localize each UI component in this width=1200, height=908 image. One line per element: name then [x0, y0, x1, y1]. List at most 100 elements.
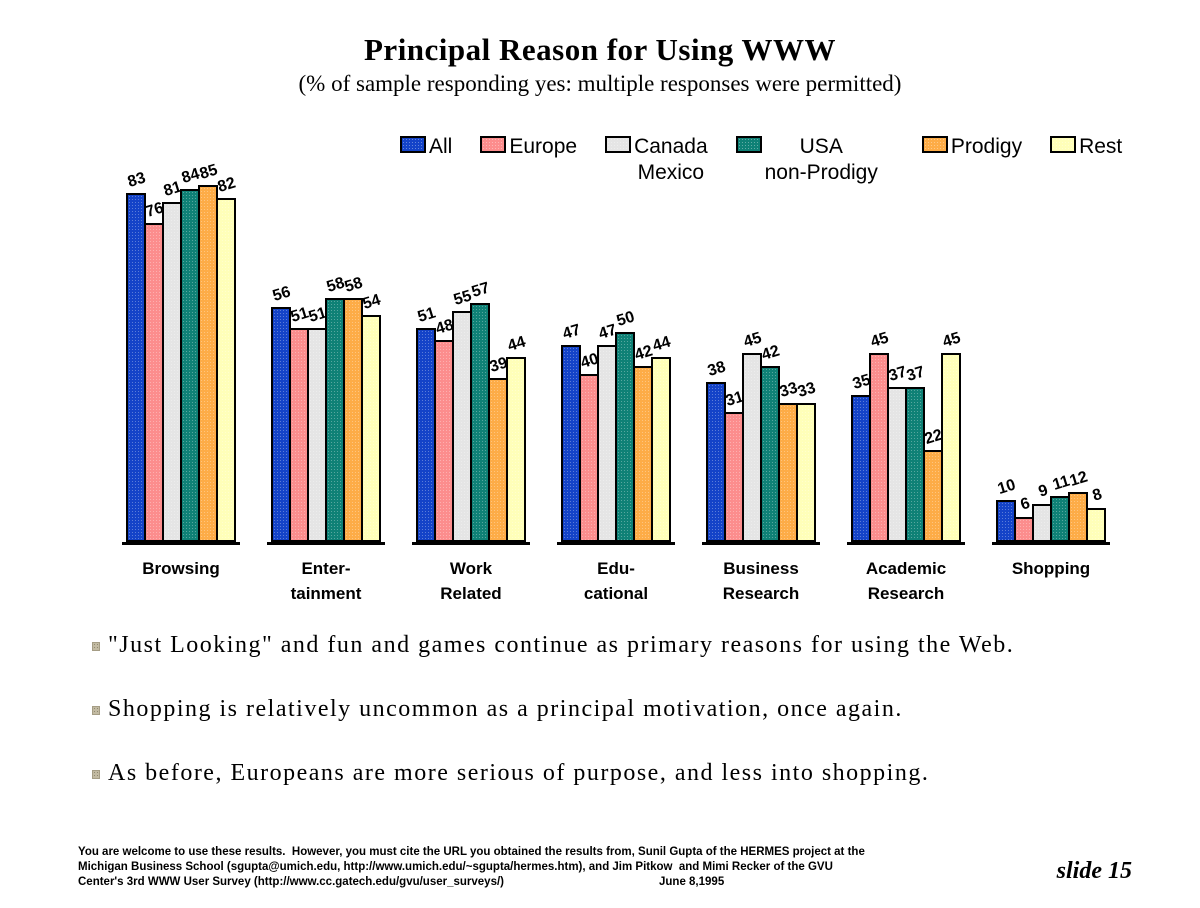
bar-col-rest-academic-research: 45	[940, 329, 963, 542]
bar-col-europe-edu-cational: 40	[579, 350, 601, 542]
bar-all-browsing	[126, 193, 146, 542]
bullet-text: As before, Europeans are more serious of…	[108, 760, 930, 786]
bars-row-work-related: 51 48 55 57 39 44	[412, 152, 530, 545]
category-label-browsing: Browsing	[142, 557, 219, 582]
bar-value-all-edu-cational: 47	[560, 321, 583, 343]
bar-col-prodigy-work-related: 39	[488, 354, 510, 542]
bar-europe-edu-cational	[579, 374, 599, 542]
legend-label-line2: Mexico	[637, 161, 705, 185]
bars-row-business-research: 38 31 45 42 33 33	[702, 152, 820, 545]
bar-prodigy-business-research	[778, 403, 798, 542]
bar-rest-shopping	[1086, 508, 1106, 542]
legend-label-canada: Canada Mexico	[634, 134, 708, 187]
bar-value-all-enter-tainment: 56	[270, 283, 293, 305]
bar-usa-non-prodigy-academic-research	[905, 387, 925, 542]
bar-all-edu-cational	[561, 345, 581, 542]
legend-swatch-all-icon	[400, 136, 426, 153]
legend-swatch-usa-icon	[735, 136, 762, 153]
bar-col-canada-mexico-academic-research: 37	[887, 363, 909, 542]
category-label-line: Work	[449, 559, 493, 578]
bar-prodigy-shopping	[1068, 492, 1088, 542]
category-label-line: cational	[583, 583, 649, 603]
page-title: Principal Reason for Using WWW	[364, 32, 836, 67]
bar-prodigy-academic-research	[923, 450, 943, 542]
bar-col-prodigy-academic-research: 22	[923, 426, 945, 542]
bar-value-rest-work-related: 44	[505, 333, 528, 355]
bar-rest-academic-research	[941, 353, 961, 542]
bullet-text: Shopping is relatively uncommon as a pri…	[108, 696, 903, 722]
bar-col-all-edu-cational: 47	[560, 321, 583, 542]
bar-col-rest-enter-tainment: 54	[361, 291, 383, 542]
bar-all-enter-tainment	[271, 307, 291, 542]
bar-col-canada-mexico-shopping: 9	[1032, 481, 1052, 542]
bar-europe-academic-research	[869, 353, 889, 542]
bars-row-enter-tainment: 56 51 51 58 58 54	[267, 152, 385, 545]
legend-label-line1: Rest	[1079, 135, 1123, 158]
category-label-business-research: Business Research	[723, 557, 800, 606]
legend-label-europe: Europe	[509, 134, 577, 160]
bars-row-browsing: 83 76 81 84 85 82	[122, 152, 240, 545]
bar-col-all-academic-research: 35	[851, 371, 873, 542]
category-label-line: Shopping	[1011, 559, 1091, 578]
bullet-item: As before, Europeans are more serious of…	[92, 758, 1142, 788]
bar-rest-browsing	[216, 198, 236, 542]
bar-col-usa-non-prodigy-academic-research: 37	[904, 363, 927, 542]
bar-value-usa-non-prodigy-edu-cational: 50	[614, 308, 637, 330]
legend-label-line1: Prodigy	[950, 135, 1023, 158]
bar-col-europe-enter-tainment: 51	[289, 304, 311, 542]
bar-group-edu-cational: 47 40 47 50 42 44 Edu-cational	[557, 152, 675, 606]
bar-prodigy-edu-cational	[633, 366, 653, 542]
legend-swatch-rest-icon	[1050, 136, 1077, 153]
bar-col-usa-non-prodigy-work-related: 57	[470, 279, 492, 542]
bar-usa-non-prodigy-business-research	[760, 366, 780, 542]
category-label-shopping: Shopping	[1012, 557, 1090, 582]
bar-value-usa-non-prodigy-academic-research: 37	[904, 363, 927, 385]
bars-row-edu-cational: 47 40 47 50 42 44	[557, 152, 675, 545]
bar-all-academic-research	[851, 395, 871, 542]
bar-canada-mexico-shopping	[1032, 504, 1052, 542]
bar-col-rest-edu-cational: 44	[651, 333, 673, 542]
bar-col-europe-business-research: 31	[724, 388, 746, 542]
bar-col-prodigy-enter-tainment: 58	[343, 274, 365, 542]
bar-all-shopping	[996, 500, 1016, 542]
bar-col-rest-business-research: 33	[796, 379, 818, 542]
bar-prodigy-browsing	[198, 185, 218, 542]
bar-value-all-business-research: 38	[705, 358, 728, 380]
bar-col-canada-mexico-business-research: 45	[742, 329, 764, 542]
bar-group-enter-tainment: 56 51 51 58 58 54 Enter-tainment	[267, 152, 385, 606]
bar-col-usa-non-prodigy-enter-tainment: 58	[325, 274, 347, 542]
category-label-line: Research	[722, 583, 800, 603]
bullet-item: "Just Looking" and fun and games continu…	[92, 630, 1142, 660]
bar-col-canada-mexico-work-related: 55	[452, 287, 474, 542]
bar-col-all-work-related: 51	[416, 304, 438, 542]
bar-usa-non-prodigy-work-related	[470, 303, 490, 542]
category-label-line: tainment	[290, 583, 362, 603]
bar-col-all-enter-tainment: 56	[270, 283, 293, 542]
category-label-line: Related	[440, 583, 502, 603]
bar-canada-mexico-business-research	[742, 353, 762, 542]
bar-canada-mexico-enter-tainment	[307, 328, 327, 542]
bar-col-europe-browsing: 76	[144, 199, 166, 542]
bar-rest-work-related	[506, 357, 526, 542]
bar-col-europe-work-related: 48	[434, 316, 456, 542]
bar-usa-non-prodigy-enter-tainment	[325, 298, 345, 542]
bar-value-rest-shopping: 8	[1090, 485, 1104, 505]
bars-row-shopping: 10 6 9 11 12 8	[992, 152, 1110, 545]
bar-value-canada-mexico-shopping: 9	[1036, 481, 1050, 501]
legend-label-line1: Europe	[509, 135, 578, 158]
bar-value-rest-academic-research: 45	[940, 329, 963, 351]
bar-canada-mexico-work-related	[452, 311, 472, 542]
slide-number: slide 15	[1056, 858, 1132, 884]
category-label-line: Enter-	[301, 559, 351, 578]
legend-item-rest: Rest	[1050, 134, 1122, 160]
legend-label-usa: USA non-Prodigy	[765, 134, 878, 187]
bar-all-business-research	[706, 382, 726, 542]
square-bullet-icon	[92, 770, 100, 779]
bar-col-rest-work-related: 44	[505, 333, 528, 542]
category-label-edu-cational: Edu-cational	[584, 557, 648, 606]
bar-col-canada-mexico-browsing: 81	[162, 178, 184, 542]
legend-label-all: All	[429, 134, 452, 160]
bar-europe-work-related	[434, 340, 454, 542]
category-label-line: Edu-	[597, 559, 635, 578]
bar-col-canada-mexico-edu-cational: 47	[597, 321, 619, 542]
